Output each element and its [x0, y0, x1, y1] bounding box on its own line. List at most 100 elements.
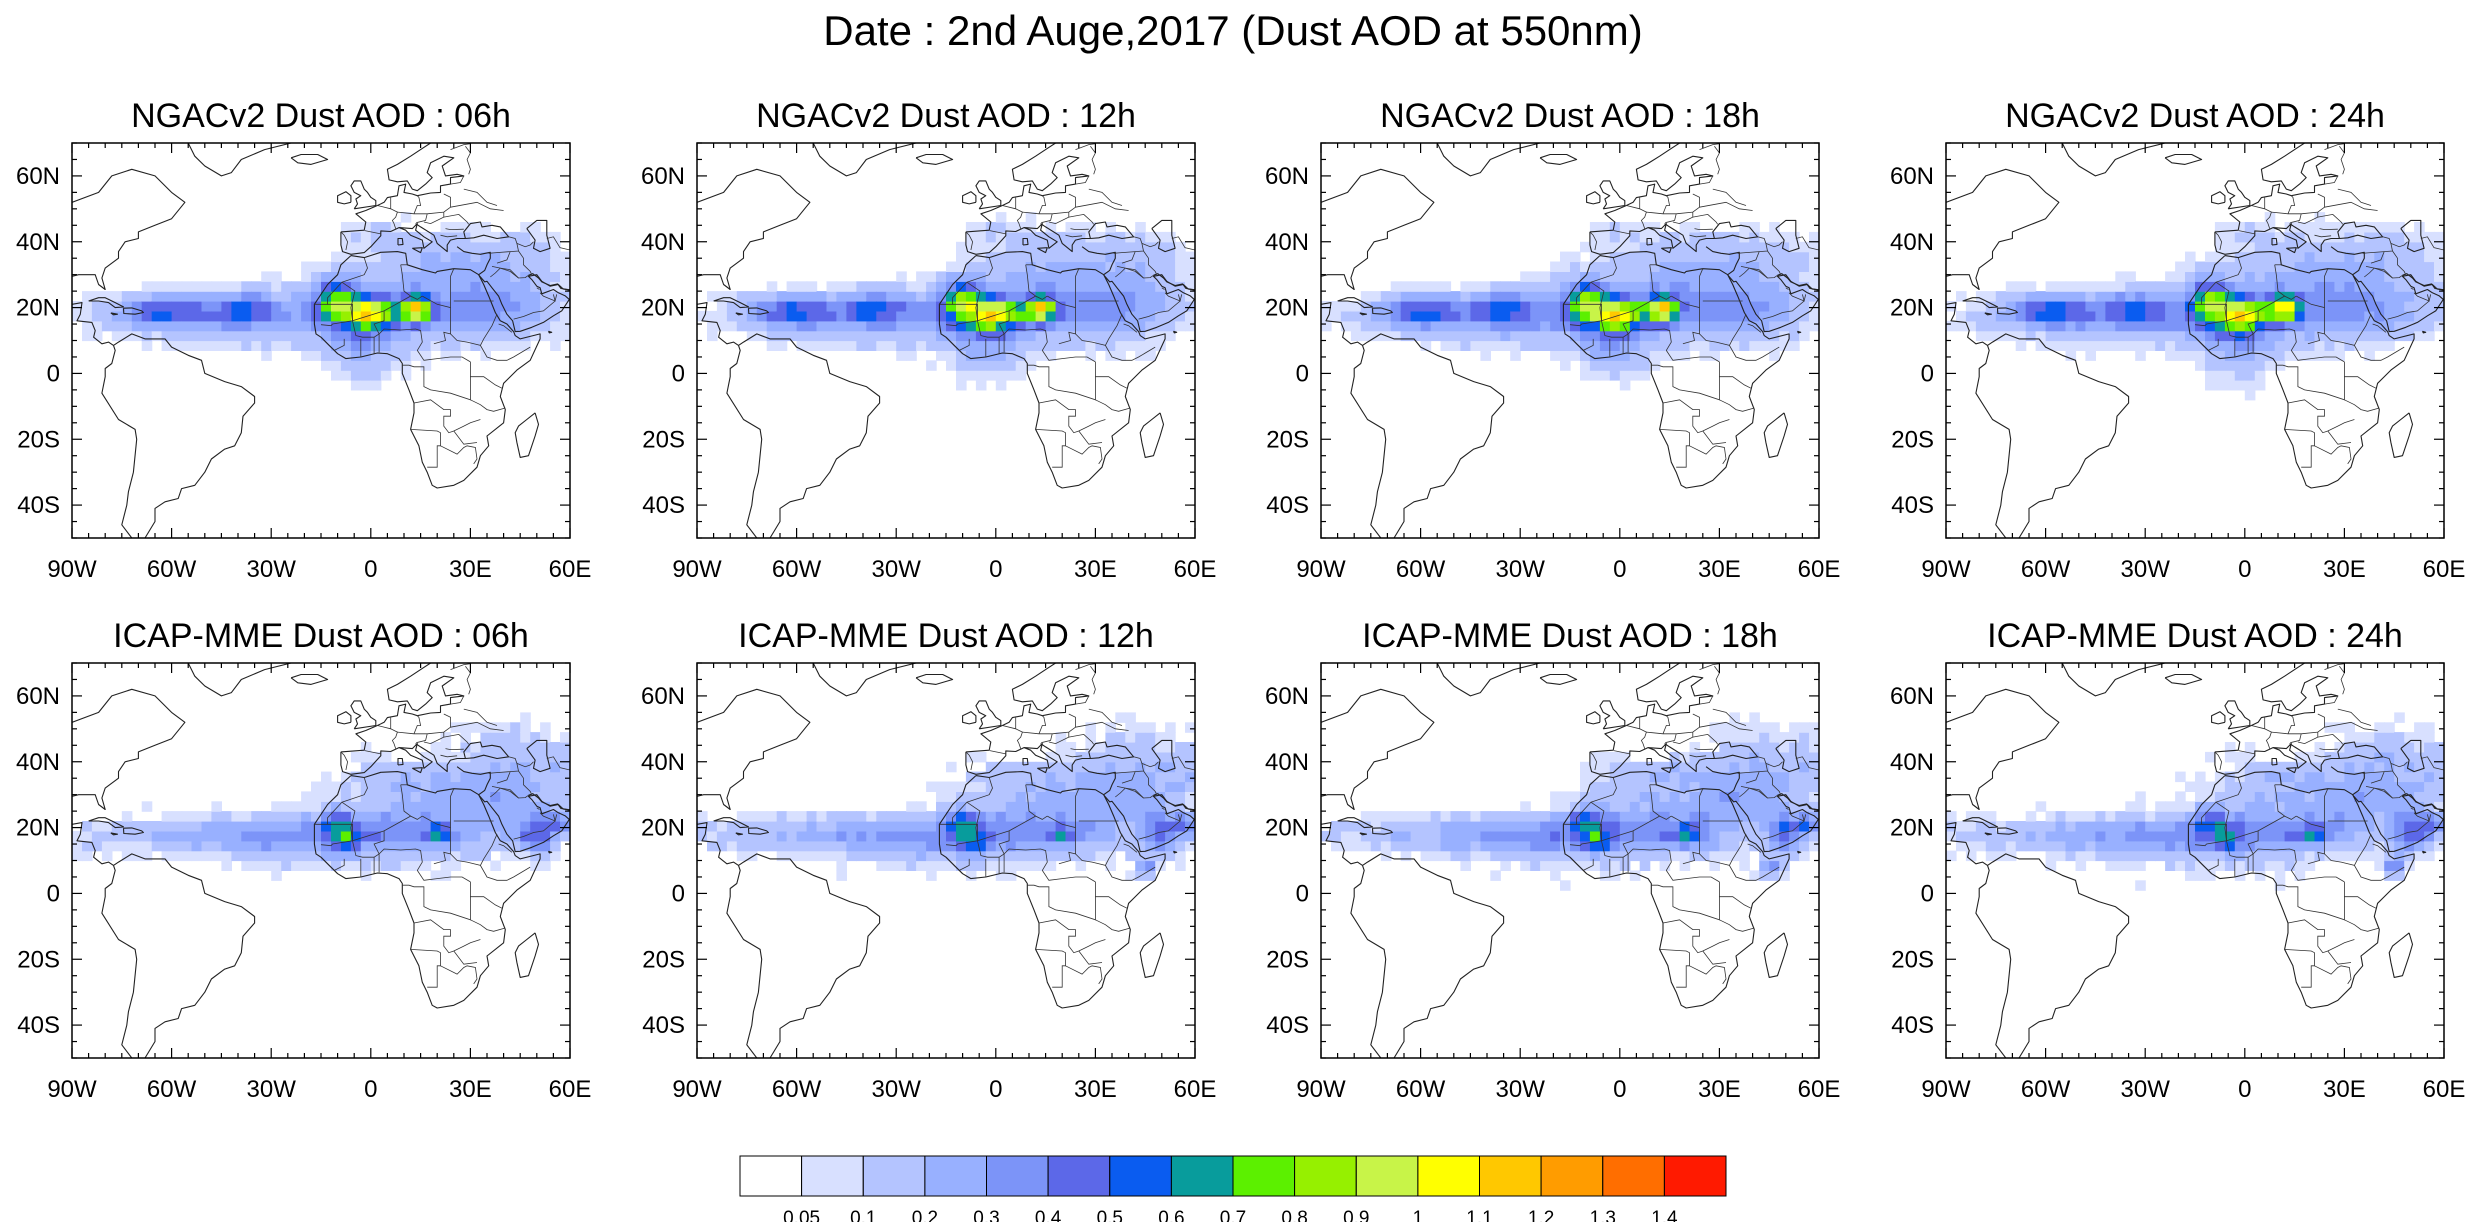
lat-tick-label: 20S	[17, 946, 60, 973]
colorbar-swatch	[1540, 1155, 1604, 1197]
colorbar-swatch	[1109, 1155, 1172, 1197]
panel-title: ICAP-MME Dust AOD : 18h	[1362, 617, 1778, 655]
colorbar-swatch	[1417, 1155, 1481, 1197]
lat-tick-label: 40N	[1265, 749, 1309, 776]
lon-tick-label: 90W	[1921, 556, 1971, 583]
colorbar-swatch	[924, 1155, 988, 1197]
lat-tick-label: 0	[1921, 360, 1934, 387]
map-panel: 60N 40N 20N 0 20S 40S 90W 60W 30W 0 30E 60E ICAP-MME…	[641, 617, 1216, 1103]
map-panel: 60N 40N 20N 0 20S 40S 90W 60W 30W 0 30E 60E NGACv2 D…	[16, 97, 591, 583]
lon-tick-label: 60E	[1798, 556, 1841, 583]
lon-tick-label: 60W	[1396, 556, 1446, 583]
colorbar-label: 1.2	[1528, 1208, 1554, 1222]
country-borders	[2188, 663, 2444, 988]
colorbar-swatch	[739, 1155, 803, 1197]
page-title: Date : 2nd Auge,2017 (Dust AOD at 550nm)	[823, 7, 1643, 54]
lat-tick-label: 0	[47, 880, 60, 907]
dust-aod-field	[697, 712, 1195, 881]
lon-tick-label: 30E	[449, 1076, 492, 1103]
lon-tick-label: 0	[1613, 1076, 1626, 1103]
coastlines	[72, 663, 570, 1058]
lat-tick-label: 20N	[16, 295, 60, 322]
lat-tick-label: 60N	[641, 683, 685, 710]
colorbar-label: 1	[1413, 1208, 1424, 1222]
lat-tick-label: 20S	[1266, 426, 1309, 453]
axis-ticks	[1320, 662, 1820, 1059]
panel-title: NGACv2 Dust AOD : 24h	[2005, 97, 2385, 135]
colorbar-label: 0.2	[912, 1208, 938, 1222]
colorbar-label: 0.9	[1343, 1208, 1369, 1222]
lat-tick-label: 40N	[16, 749, 60, 776]
lat-tick-label: 20S	[17, 426, 60, 453]
lat-tick-label: 40S	[642, 1012, 685, 1039]
colorbar-swatch	[1170, 1155, 1234, 1197]
dust-aod-field	[697, 212, 1195, 391]
country-borders	[1563, 663, 1819, 988]
lon-tick-label: 30E	[1074, 556, 1117, 583]
lat-tick-label: 20S	[642, 426, 685, 453]
dust-aod-field	[1321, 712, 1819, 891]
lon-tick-label: 30E	[1698, 1076, 1741, 1103]
lat-tick-label: 40N	[16, 229, 60, 256]
colorbar-label: 0.3	[973, 1208, 999, 1222]
lat-tick-label: 0	[672, 360, 685, 387]
colorbar-label: 0.5	[1097, 1208, 1123, 1222]
colorbar-swatch	[862, 1155, 926, 1197]
lat-tick-label: 20N	[1890, 815, 1934, 842]
dust-aod-field	[1946, 712, 2444, 891]
map-panel: 60N 40N 20N 0 20S 40S 90W 60W 30W 0 30E 60E NGACv2 D…	[1265, 97, 1840, 583]
lat-tick-label: 40N	[1890, 749, 1934, 776]
panel-title: NGACv2 Dust AOD : 06h	[131, 97, 511, 135]
lon-tick-label: 30W	[247, 556, 297, 583]
lon-tick-label: 90W	[1296, 556, 1346, 583]
lat-tick-label: 60N	[1890, 683, 1934, 710]
lat-tick-label: 60N	[1890, 163, 1934, 190]
coastlines	[697, 663, 1195, 1058]
lon-tick-label: 60W	[147, 556, 197, 583]
colorbar-swatch	[1294, 1155, 1357, 1197]
lon-tick-label: 90W	[672, 556, 722, 583]
axis-ticks	[696, 662, 1196, 1059]
lon-tick-label: 30E	[1698, 556, 1741, 583]
lon-tick-label: 90W	[47, 1076, 97, 1103]
lat-tick-label: 40N	[1890, 229, 1934, 256]
lat-tick-label: 20N	[16, 815, 60, 842]
colorbar-label: 1.3	[1590, 1208, 1616, 1222]
lat-tick-label: 20S	[1266, 946, 1309, 973]
lon-tick-label: 0	[364, 556, 377, 583]
lon-tick-label: 0	[2238, 1076, 2251, 1103]
dust-aod-field	[72, 212, 570, 391]
lat-tick-label: 60N	[16, 163, 60, 190]
lon-tick-label: 60E	[549, 556, 592, 583]
colorbar-label: 0.8	[1281, 1208, 1307, 1222]
lat-tick-label: 0	[1296, 880, 1309, 907]
colorbar-label: 0.05	[783, 1208, 820, 1222]
colorbar-swatch	[1663, 1155, 1727, 1197]
lon-tick-label: 30W	[1496, 556, 1546, 583]
colorbar-swatch	[986, 1155, 1049, 1197]
lon-tick-label: 90W	[672, 1076, 722, 1103]
colorbar-swatch	[1479, 1155, 1542, 1197]
axis-ticks	[1945, 142, 2445, 539]
panel-title: NGACv2 Dust AOD : 18h	[1380, 97, 1760, 135]
lon-tick-label: 30W	[2121, 1076, 2171, 1103]
lon-tick-label: 0	[2238, 556, 2251, 583]
lat-tick-label: 20N	[641, 295, 685, 322]
lat-tick-label: 60N	[1265, 683, 1309, 710]
lon-tick-label: 60W	[1396, 1076, 1446, 1103]
lat-tick-label: 0	[1921, 880, 1934, 907]
lat-tick-label: 40S	[17, 1012, 60, 1039]
lat-tick-label: 60N	[1265, 163, 1309, 190]
lon-tick-label: 30E	[449, 556, 492, 583]
map-panel: 60N 40N 20N 0 20S 40S 90W 60W 30W 0 30E 60E NGACv2 D…	[641, 97, 1216, 583]
country-borders	[939, 143, 1195, 468]
lon-tick-label: 0	[364, 1076, 377, 1103]
country-borders	[314, 143, 570, 468]
coastlines	[1946, 663, 2444, 1058]
lon-tick-label: 60E	[1174, 556, 1217, 583]
colorbar-label: 1.1	[1466, 1208, 1492, 1222]
lat-tick-label: 40N	[641, 229, 685, 256]
colorbar-label: 0.6	[1158, 1208, 1184, 1222]
lon-tick-label: 30E	[2323, 1076, 2366, 1103]
